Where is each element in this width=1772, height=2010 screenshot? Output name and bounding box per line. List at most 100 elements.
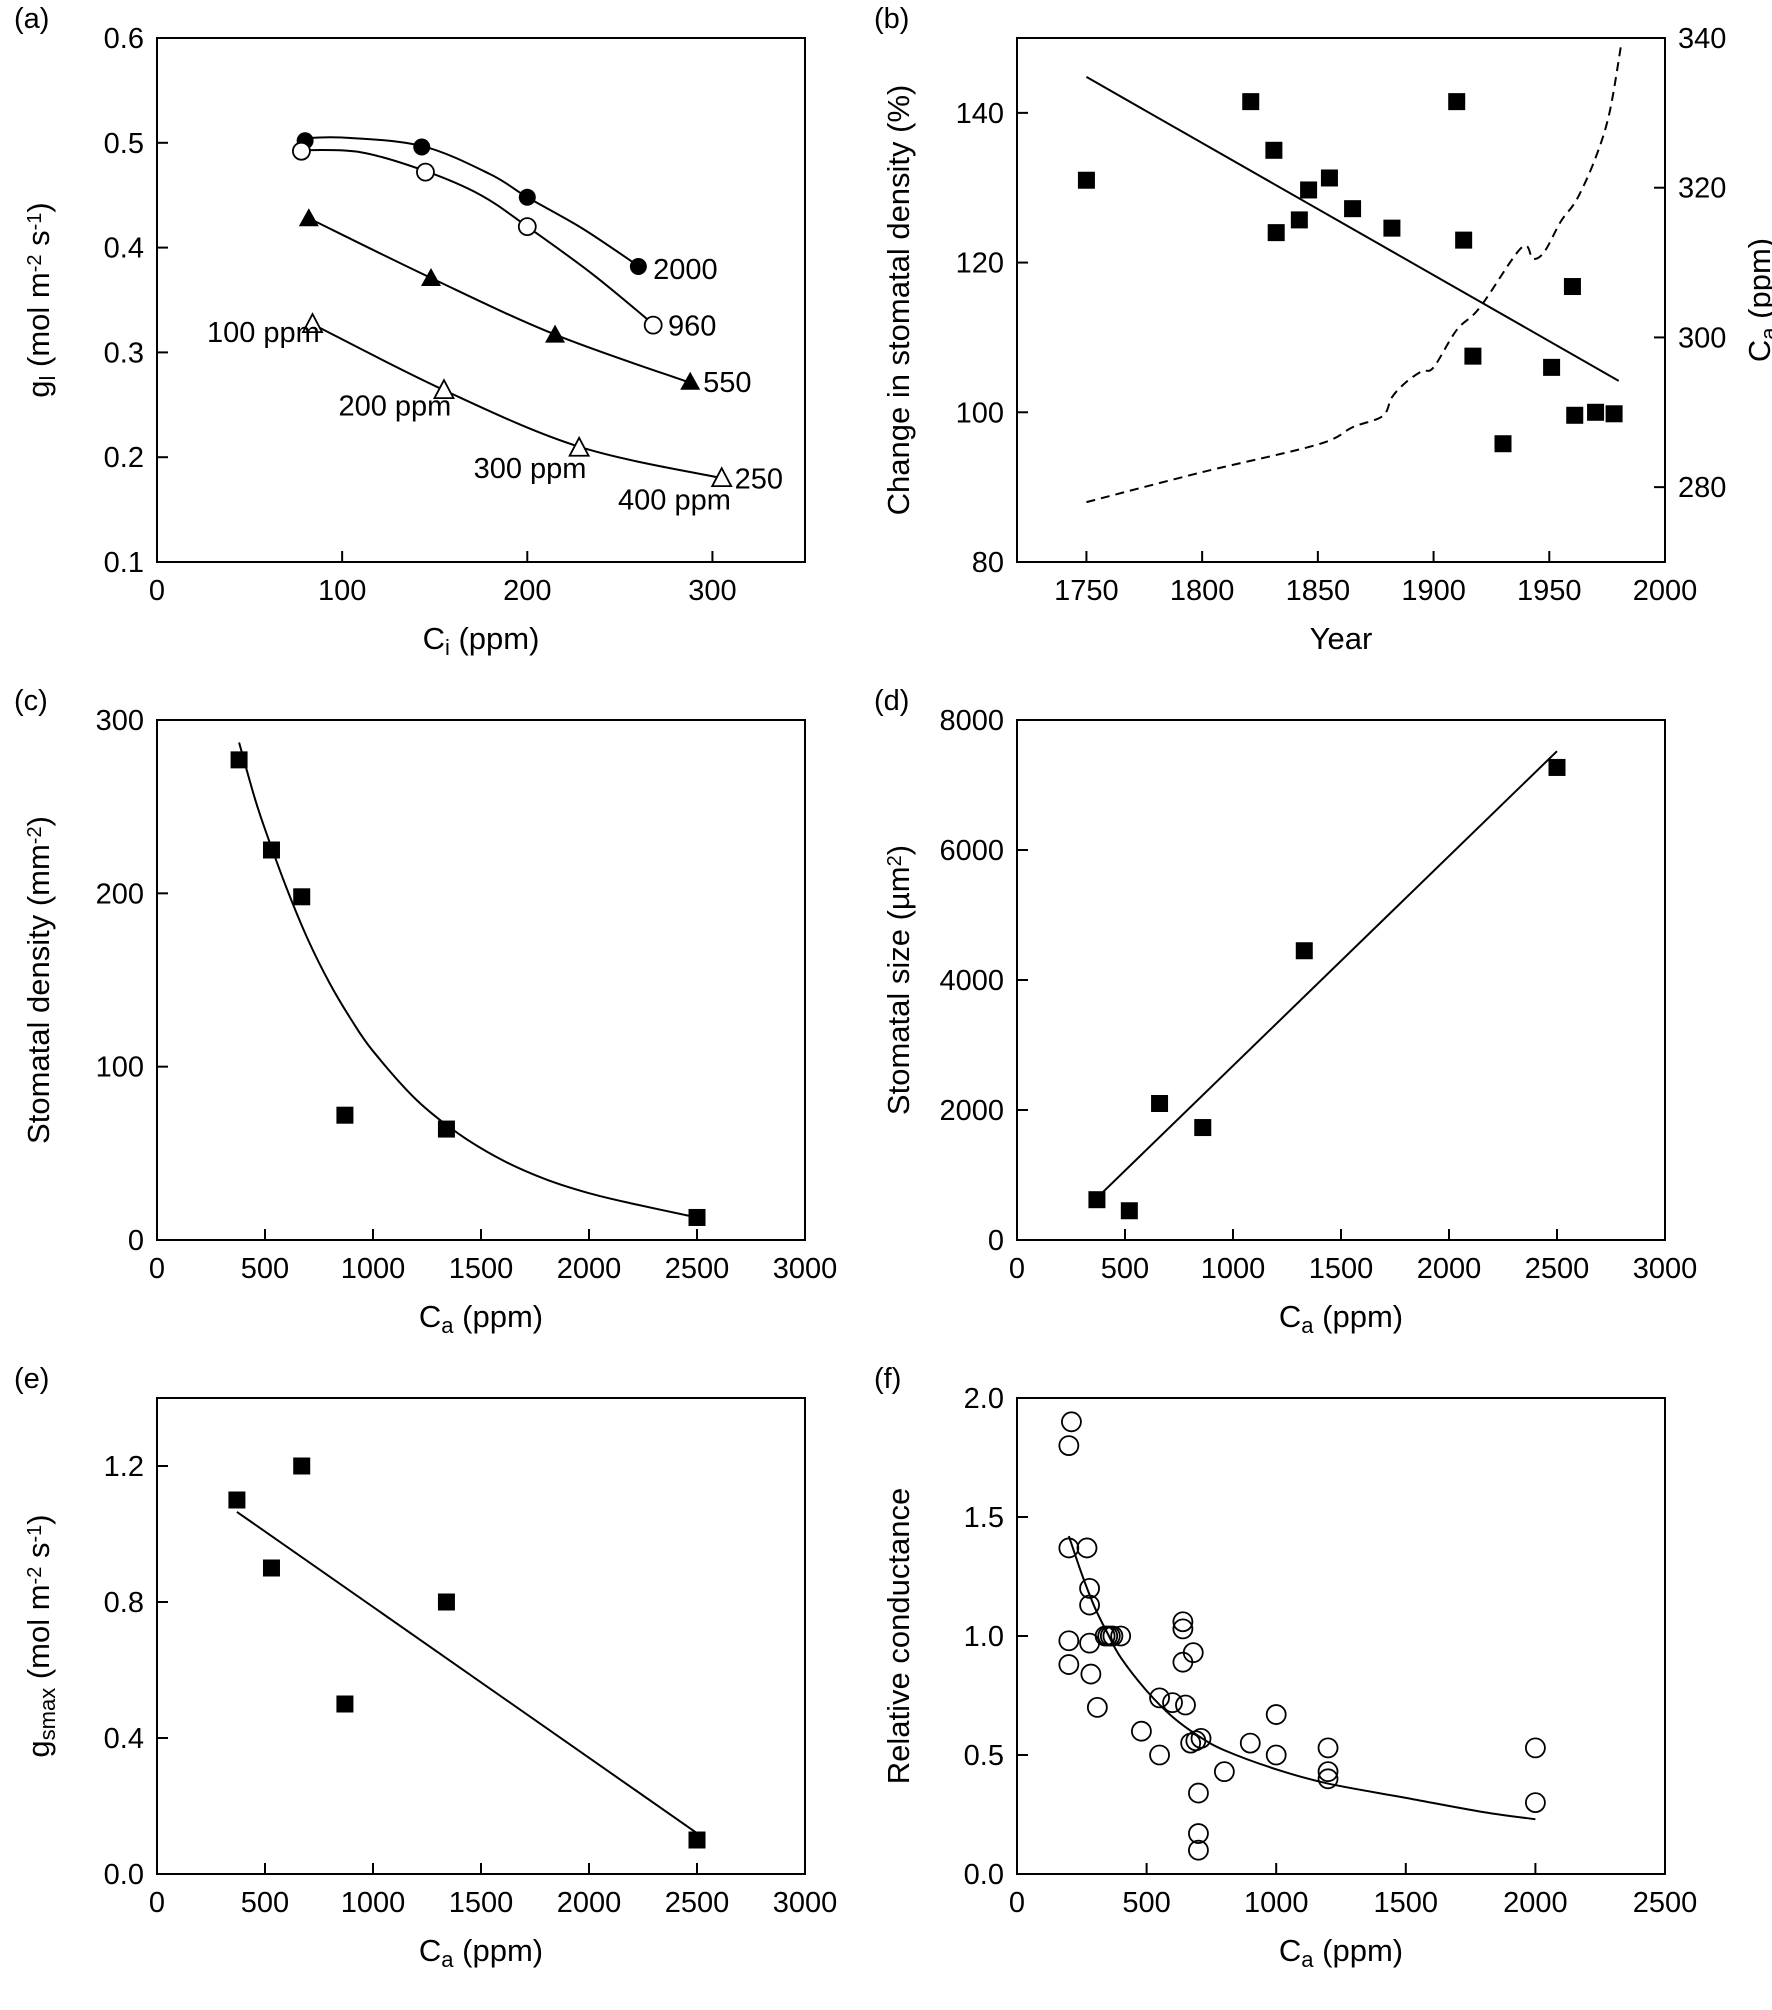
fit-curve-a-250 [312, 323, 722, 480]
x-tick-label-e: 1500 [449, 1887, 514, 1919]
y-tick-label-b: 140 [956, 98, 1004, 130]
x-tick-label-f: 2500 [1633, 1887, 1698, 1919]
x-tick-label-d: 1000 [1201, 1253, 1266, 1285]
x-tick-label-c: 0 [149, 1253, 165, 1285]
x-axis-label-f: Ca (ppm) [1279, 1933, 1403, 1972]
data-point-f [1058, 1435, 1080, 1456]
data-point-e [437, 1593, 455, 1611]
y-tick-label-d: 6000 [939, 835, 1004, 867]
data-point-a-960 [292, 141, 311, 161]
y-tick-label-e: 0.4 [104, 1723, 144, 1755]
annotation-a: 960 [668, 311, 716, 343]
x-axis-label-e: Ca (ppm) [419, 1933, 543, 1972]
annotation-a: 100 ppm [207, 317, 320, 349]
data-point-f [1076, 1537, 1098, 1559]
y-axis-label-c: Stomatal density (mm-2) [21, 816, 56, 1144]
data-point-f [1172, 1611, 1194, 1633]
annotation-a: 250 [735, 464, 783, 496]
panel-e: (e) 0 500 1000 1500 2000 2500 3000 0.0 0.4 0.8 1.2 C… [14, 1363, 837, 1972]
y-tick-label-c: 200 [96, 878, 144, 910]
data-point-a-250 [568, 435, 591, 457]
data-point-c [336, 1106, 354, 1124]
data-point-f [1086, 1697, 1108, 1718]
y-tick-label-e: 0.8 [104, 1587, 144, 1619]
data-point-f [1265, 1704, 1287, 1725]
data-point-c [293, 888, 311, 906]
data-point-c [688, 1208, 706, 1226]
fit-line-d [1098, 750, 1558, 1197]
data-point-f [1190, 1727, 1212, 1749]
data-point-d [1120, 1202, 1138, 1220]
y2-tick-label-b: 320 [1678, 173, 1726, 205]
data-point-b [1265, 141, 1283, 159]
annotation-a: 400 ppm [618, 485, 731, 517]
data-point-d [1088, 1191, 1106, 1209]
data-point-d [1194, 1119, 1212, 1137]
data-point-a-250 [710, 466, 733, 488]
data-point-f [1525, 1737, 1546, 1759]
data-point-f [1188, 1839, 1209, 1861]
y-tick-label-e: 0.0 [104, 1859, 144, 1891]
annotation-a: 2000 [653, 254, 718, 286]
x-tick-label-e: 3000 [773, 1887, 838, 1919]
x-tick-label-d: 2500 [1525, 1253, 1590, 1285]
panel-label-a: (a) [14, 3, 49, 35]
fit-line-e [236, 1511, 698, 1835]
data-point-f [1149, 1687, 1170, 1709]
data-point-f [1188, 1823, 1209, 1844]
x-tick-label-b: 1900 [1401, 575, 1466, 607]
data-point-a-550 [545, 324, 566, 343]
x-tick-label-e: 0 [149, 1887, 165, 1919]
data-point-f [1058, 1654, 1080, 1675]
y-tick-label-f: 1.0 [964, 1621, 1004, 1653]
data-point-f [1172, 1618, 1194, 1640]
x-tick-label-c: 3000 [773, 1253, 838, 1285]
data-point-e [228, 1491, 246, 1509]
data-point-b [1587, 403, 1605, 421]
x-tick-label-c: 500 [241, 1253, 289, 1285]
y-tick-label-c: 300 [96, 705, 144, 737]
data-point-f [1058, 1537, 1080, 1559]
x-tick-label-c: 1500 [449, 1253, 514, 1285]
data-point-f [1149, 1744, 1170, 1766]
annotation-a: 550 [703, 367, 751, 399]
x-tick-label-a: 300 [688, 575, 736, 607]
data-point-f [1317, 1737, 1339, 1759]
data-point-e [688, 1831, 706, 1849]
data-point-f [1317, 1761, 1339, 1783]
y-tick-label-b: 100 [956, 397, 1004, 429]
plot-frame-b [1016, 37, 1666, 563]
data-point-b [1344, 200, 1362, 218]
y-tick-label-f: 0.5 [964, 1740, 1004, 1772]
data-point-b [1455, 231, 1473, 249]
data-point-b [1290, 211, 1308, 229]
panel-d: (d) 0 500 1000 1500 2000 2500 3000 0 2000 4000 6000… [874, 685, 1697, 1338]
y-axis-label-a: gl (mol m-2 s-1) [21, 202, 60, 398]
data-point-b [1077, 171, 1095, 189]
data-point-a-2000 [629, 257, 647, 275]
data-point-a-960 [517, 217, 537, 237]
y-tick-label-b: 80 [972, 547, 1004, 579]
fit-curve-a-2000 [301, 136, 643, 270]
x-axis-label-b: Year [1310, 621, 1373, 656]
panel-c: (c) 0 500 1000 1500 2000 2500 3000 0 100 200 300 Ca … [14, 685, 837, 1338]
y-tick-label-a: 0.5 [104, 128, 144, 160]
x-tick-label-c: 2000 [557, 1253, 622, 1285]
data-point-e [293, 1457, 311, 1475]
data-point-a-250 [301, 312, 324, 334]
data-point-a-960 [416, 162, 435, 182]
data-point-b [1320, 169, 1338, 187]
fit-curve-f [1067, 1535, 1536, 1821]
y-tick-label-f: 2.0 [964, 1383, 1004, 1415]
data-point-a-550 [680, 371, 701, 390]
x-tick-label-b: 1850 [1286, 575, 1351, 607]
x-tick-label-e: 2500 [665, 1887, 730, 1919]
y-tick-label-e: 1.2 [104, 1451, 144, 1483]
y-tick-label-d: 0 [988, 1225, 1004, 1257]
y-tick-label-d: 4000 [939, 965, 1004, 997]
x-tick-label-f: 2000 [1503, 1887, 1568, 1919]
x-tick-label-b: 1950 [1517, 575, 1582, 607]
data-point-a-2000 [518, 188, 536, 206]
x-tick-label-f: 0 [1009, 1887, 1025, 1919]
